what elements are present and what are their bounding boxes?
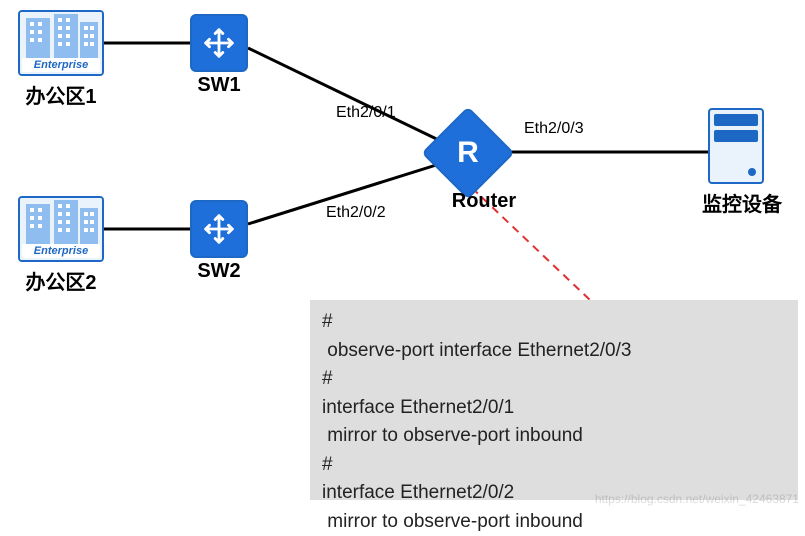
edge bbox=[248, 48, 449, 145]
port-label: Eth2/0/2 bbox=[326, 204, 386, 222]
office2-label: 办公区2 bbox=[14, 266, 108, 295]
enterprise-icon: Enterprise bbox=[18, 196, 104, 262]
office1-label: 办公区1 bbox=[14, 80, 108, 109]
port-label: Eth2/0/1 bbox=[336, 104, 396, 122]
sw1-label: SW1 bbox=[188, 74, 250, 97]
server-icon bbox=[708, 108, 764, 184]
switch-icon bbox=[190, 200, 248, 258]
monitor-label: 监控设备 bbox=[692, 188, 792, 217]
router-icon: R bbox=[435, 120, 501, 186]
switch-icon bbox=[190, 14, 248, 72]
enterprise-banner: Enterprise bbox=[22, 244, 100, 258]
router-glyph: R bbox=[435, 120, 501, 186]
watermark: https://blog.csdn.net/weixin_42463871 bbox=[595, 492, 799, 506]
sw2-label: SW2 bbox=[188, 260, 250, 283]
router-label: Router bbox=[439, 190, 529, 213]
enterprise-banner: Enterprise bbox=[22, 58, 100, 72]
enterprise-icon: Enterprise bbox=[18, 10, 104, 76]
port-label: Eth2/0/3 bbox=[524, 120, 584, 138]
config-box: # observe-port interface Ethernet2/0/3 #… bbox=[310, 300, 798, 500]
